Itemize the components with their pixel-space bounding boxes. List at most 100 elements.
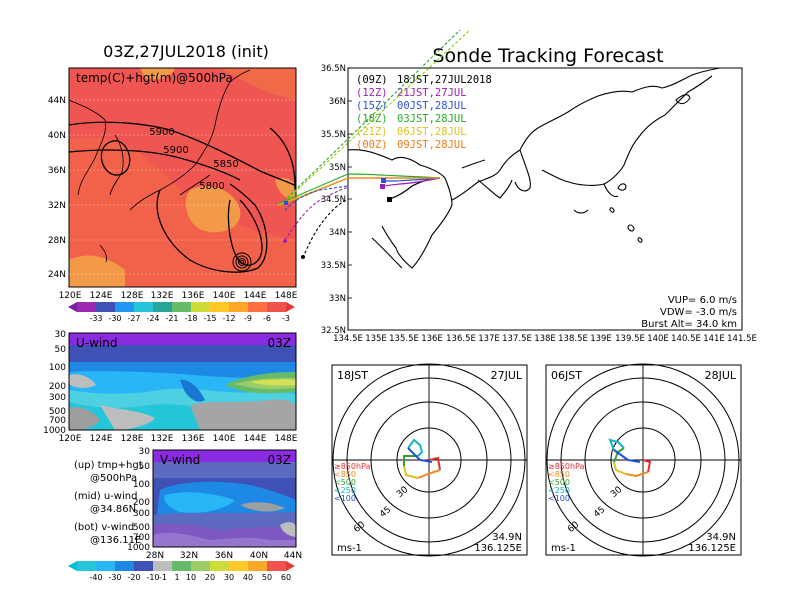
colorbar-tick: -30 xyxy=(108,314,121,323)
pressure-legend: ≥850hPa <850 <500 <250 <100 xyxy=(334,462,371,503)
hodo-date: 27JUL xyxy=(491,369,523,382)
launch-time: 18JST,27JUL2018 xyxy=(397,74,492,86)
colorbar-tick: -21 xyxy=(165,314,178,323)
launch-legend: (09Z) 18JST,27JUL2018 (12Z) 21JST,27JUL … xyxy=(356,74,492,151)
uwind-label: U-wind xyxy=(76,336,117,350)
lon-tick-label: 136E xyxy=(182,434,205,444)
note-up: (up) tmp+hgt xyxy=(74,460,143,471)
level-label: <850 xyxy=(548,470,570,479)
launch-code: (00Z) xyxy=(356,139,388,151)
pressure-tick: 300 xyxy=(49,393,66,403)
lon-tick-label: 136E xyxy=(182,291,205,301)
pressure-tick: 500 xyxy=(133,523,150,533)
lat-tick-label: 36.5N xyxy=(321,64,346,74)
lat-tick-label: 44N xyxy=(48,96,66,106)
colorbar-tick: 10 xyxy=(186,573,196,582)
level-label: <100 xyxy=(548,494,570,503)
landing-marker xyxy=(284,201,288,205)
pressure-tick: 1000 xyxy=(43,426,66,436)
lat-tick-label: 33N xyxy=(329,294,346,304)
landing-marker xyxy=(380,184,385,189)
warm-core xyxy=(185,186,241,233)
lon-tick-label: 120E xyxy=(59,291,82,301)
contour-label: 5900 xyxy=(149,127,174,138)
japan-coastline xyxy=(347,67,721,269)
note-mid-level: @34.86N xyxy=(90,504,136,515)
lon-tick-label: 124E xyxy=(90,291,113,301)
trajectory-overlay xyxy=(277,29,471,259)
lon-tick-label: 138.5E xyxy=(558,334,588,344)
track-map: (09Z) 18JST,27JUL2018 (12Z) 21JST,27JUL … xyxy=(321,64,757,344)
lon-tick-label: 138E xyxy=(534,334,556,344)
pressure-tick: 30 xyxy=(139,447,151,457)
colorbar-tick: 50 xyxy=(262,573,272,582)
lon-tick-label: 148E xyxy=(275,434,298,444)
lon-tick-label: 135E xyxy=(365,334,387,344)
colorbar-tick: -15 xyxy=(203,314,216,323)
hodograph-2: 06JST 28JUL ≥850hPa <850 <500 <250 <100 … xyxy=(545,363,742,557)
lon-tick-label: 140E xyxy=(213,291,236,301)
pressure-tick: 300 xyxy=(133,509,150,519)
lon-tick-label: 141E xyxy=(703,334,725,344)
pressure-tick: 100 xyxy=(133,480,150,490)
level-label: <100 xyxy=(334,494,356,503)
pressure-legend: ≥850hPa <850 <500 <250 <100 xyxy=(548,462,585,503)
note-up-level: @500hPa xyxy=(90,473,137,484)
pressure-tick: 100 xyxy=(49,363,66,373)
lon-tick-label: 135.5E xyxy=(389,334,419,344)
lon-tick-label: 128E xyxy=(121,434,144,444)
main-title: Sonde Tracking Forecast xyxy=(432,45,663,67)
vwind-time: 03Z xyxy=(268,453,292,467)
colorbar-tick: -24 xyxy=(146,314,159,323)
contour-label: 5900 xyxy=(163,145,188,156)
hodo-lat: 34.9N xyxy=(706,532,736,543)
pressure-tick: 50 xyxy=(139,462,151,472)
lon-tick-label: 144E xyxy=(244,291,267,301)
trajectory-18z xyxy=(347,173,441,179)
level-label: ≥850hPa xyxy=(548,462,585,471)
lon-tick-label: 140E xyxy=(647,334,669,344)
panel-uwind: U-wind 03Z 30 50 100 200 300 500 700 100… xyxy=(43,330,298,444)
level-label: <500 xyxy=(334,478,356,487)
pressure-tick: 30 xyxy=(55,330,67,340)
param-vup: VUP= 6.0 m/s xyxy=(668,295,737,306)
launch-time: 06JST,28JUL xyxy=(397,126,467,138)
lat-tick-label: 36N xyxy=(48,166,66,176)
colorbar-tick: 60 xyxy=(281,573,291,582)
typhoon-low xyxy=(232,252,252,272)
launch-time: 21JST,27JUL xyxy=(397,87,467,99)
lon-tick-label: 137.5E xyxy=(502,334,532,344)
lon-tick-label: 124E xyxy=(90,434,113,444)
launch-time: 03JST,28JUL xyxy=(397,113,467,125)
landing-marker xyxy=(381,178,386,183)
uwind-time: 03Z xyxy=(268,336,292,350)
temperature-colorbar: -33 -30 -27 -24 -21 -18 -15 -12 -9 -6 -3 xyxy=(68,302,295,323)
lon-tick-label: 139E xyxy=(590,334,612,344)
lat-tick-label: 32.5N xyxy=(321,326,346,336)
hodo-time: 18JST xyxy=(337,369,368,382)
landing-marker xyxy=(387,197,392,202)
launch-time: 09JST,28JUL xyxy=(397,139,467,151)
launch-code: (12Z) xyxy=(356,87,388,99)
init-title: 03Z,27JUL2018 (init) xyxy=(103,42,269,61)
note-mid: (mid) u-wind xyxy=(74,491,137,502)
colorbar-tick: -27 xyxy=(127,314,140,323)
lat-tick-label: 35N xyxy=(329,163,346,173)
colorbar-tick: 40 xyxy=(243,573,253,582)
level-label: <500 xyxy=(548,478,570,487)
colorbar-tick: -10 xyxy=(146,573,159,582)
pressure-tick: 200 xyxy=(49,382,66,392)
lon-tick-label: 140E xyxy=(213,434,236,444)
lon-tick-label: 141.5E xyxy=(727,334,757,344)
pressure-tick: 500 xyxy=(49,407,66,417)
colorbar-tick: -18 xyxy=(184,314,197,323)
hodo-unit: ms-1 xyxy=(551,543,576,554)
lon-tick-label: 132E xyxy=(151,434,174,444)
level-label: <250 xyxy=(548,486,570,495)
lon-tick-label: 137E xyxy=(478,334,500,344)
launch-code: (18Z) xyxy=(356,113,388,125)
pressure-tick: 700 xyxy=(133,533,150,543)
note-bot: (bot) v-wind xyxy=(74,522,134,533)
hodograph-trace xyxy=(608,438,652,478)
